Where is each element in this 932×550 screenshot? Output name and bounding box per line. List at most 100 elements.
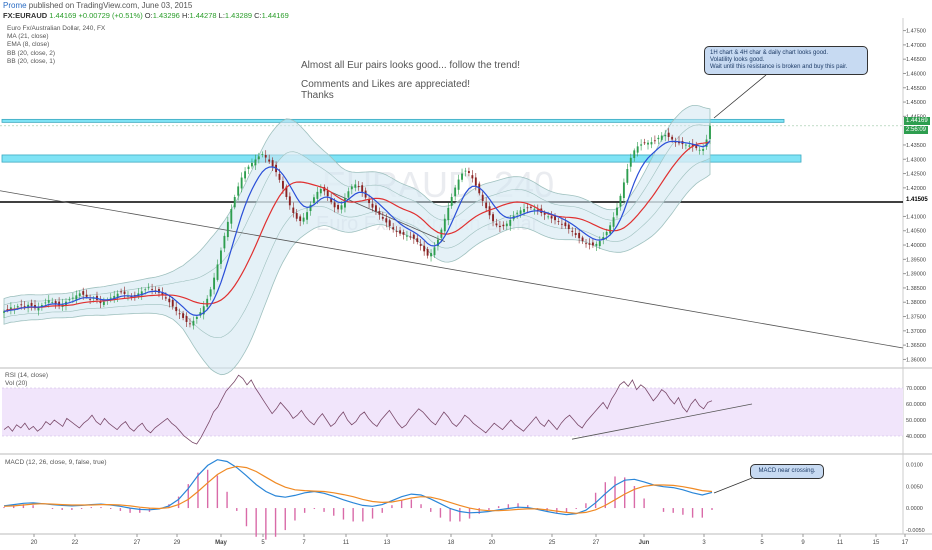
y-tick-label: 1.37000	[906, 329, 926, 335]
y-tick-label: 1.43000	[906, 157, 926, 163]
candle-body	[251, 162, 253, 167]
upper-resistance-zone	[1, 118, 785, 123]
y-tick-label: 1.47500	[906, 29, 926, 35]
candle-body	[230, 209, 233, 224]
x-tick-label: 27	[593, 540, 600, 546]
candle-body	[71, 297, 74, 299]
publish-text: published on TradingView.com, June 03, 2…	[28, 1, 193, 10]
candle-body	[436, 239, 439, 247]
legend-ema[interactable]: EMA (8, close)	[7, 41, 50, 49]
candle-body	[37, 307, 40, 311]
macd-callout[interactable]: MACD near crossing.	[750, 464, 824, 479]
candle-body	[667, 132, 670, 137]
candle-body	[182, 313, 185, 318]
candle-body	[433, 247, 436, 256]
candle-body	[471, 175, 474, 179]
idea-line-3: Thanks	[301, 90, 334, 101]
y-tick-label: 1.46500	[906, 57, 926, 63]
candle-body	[247, 166, 250, 170]
candle-body	[385, 218, 388, 223]
candle-body	[564, 222, 567, 227]
candle-body	[23, 306, 26, 307]
candle-body	[285, 186, 288, 198]
resistance-zone	[1, 154, 802, 163]
bb-inner-band	[3, 124, 711, 338]
macd-tick-label: 0.0000	[906, 506, 923, 512]
candle-body	[443, 218, 446, 232]
moving-averages	[3, 140, 711, 317]
candle-body	[643, 142, 646, 144]
legend-bb1[interactable]: BB (20, close, 1)	[7, 57, 56, 65]
callout-pointer	[713, 74, 767, 119]
legend-bb2[interactable]: BB (20, close, 2)	[7, 49, 56, 57]
candle-body	[547, 216, 550, 218]
y-tick-label: 1.40500	[906, 229, 926, 235]
rsi-legend-title[interactable]: RSI (14, close)	[5, 372, 48, 379]
candle-body	[82, 291, 85, 295]
time-axis: 20 22 27 29 May 5 7 11 13 18 20 25 27 Jun 3 5 9 11 15 17	[31, 534, 909, 546]
candle-body	[457, 179, 460, 190]
close-value: 1.44169	[261, 11, 289, 20]
analysis-callout[interactable]: 1H chart & 4H char & daily chart looks g…	[704, 46, 868, 75]
candle-body	[244, 171, 247, 179]
rsi-tick-label: 50.0000	[906, 418, 926, 424]
candle-body	[206, 298, 209, 307]
macd-legend: MACD (12, 26, close, 9, false, true)	[5, 459, 107, 467]
candle-body	[6, 309, 9, 310]
legend-symbol[interactable]: Euro Fx/Australian Dollar, 240, FX	[7, 25, 106, 32]
x-tick-label: 7	[302, 540, 306, 546]
candle-body	[16, 306, 19, 308]
x-tick-label: 3	[702, 540, 706, 546]
candle-body	[602, 237, 605, 240]
x-tick-label: 5	[760, 540, 764, 546]
y-tick-label: 1.46000	[906, 71, 926, 77]
y-tick-label: 1.36000	[906, 357, 926, 363]
candle-body	[350, 186, 353, 190]
x-tick-label: 29	[174, 540, 181, 546]
candle-body	[616, 207, 618, 216]
candle-body	[288, 196, 291, 206]
candle-body	[85, 294, 88, 297]
rsi-trendline	[571, 403, 753, 440]
vol-legend-title[interactable]: Vol (20)	[5, 380, 28, 387]
author-link[interactable]: Prome	[3, 1, 27, 10]
candle-body	[409, 236, 412, 238]
y-tick-label: 1.39500	[906, 257, 926, 263]
candle-body	[326, 190, 329, 197]
y-tick-label: 1.36500	[906, 343, 926, 349]
candle-body	[178, 313, 181, 315]
candle-body	[567, 224, 570, 230]
candle-body	[498, 225, 501, 228]
low-value: 1.43289	[224, 11, 253, 20]
countdown-tag: 2:56:09	[904, 126, 929, 134]
candle-body	[354, 184, 357, 188]
candle-body	[209, 289, 212, 297]
macd-pane: 0.0100 0.0050 0.0000 -0.0050	[3, 459, 925, 540]
candle-body	[226, 221, 229, 238]
legend-ma[interactable]: MA (21, close)	[7, 33, 49, 41]
candle-body	[171, 299, 174, 307]
macd-callout-pointer	[713, 477, 753, 494]
candle-body	[516, 212, 519, 214]
symbol-label: FX:EURAUD	[3, 11, 48, 20]
candle-body	[44, 302, 47, 304]
candle-body	[323, 187, 326, 192]
candlesticks	[3, 123, 711, 330]
y-tick-label: 1.37500	[906, 315, 926, 321]
candle-body	[302, 217, 305, 222]
candle-body	[20, 304, 23, 306]
candle-body	[605, 231, 608, 236]
candle-body	[164, 297, 167, 299]
candle-body	[189, 323, 191, 325]
candle-body	[423, 245, 426, 252]
candle-body	[216, 264, 219, 280]
candle-body	[264, 154, 267, 158]
candle-body	[640, 144, 643, 146]
candle-body	[698, 149, 701, 151]
candle-body	[543, 212, 546, 215]
macd-tick-label: 0.0100	[906, 463, 923, 469]
macd-legend-title[interactable]: MACD (12, 26, close, 9, false, true)	[5, 459, 107, 466]
candle-body	[9, 307, 12, 310]
candle-body	[257, 156, 260, 160]
